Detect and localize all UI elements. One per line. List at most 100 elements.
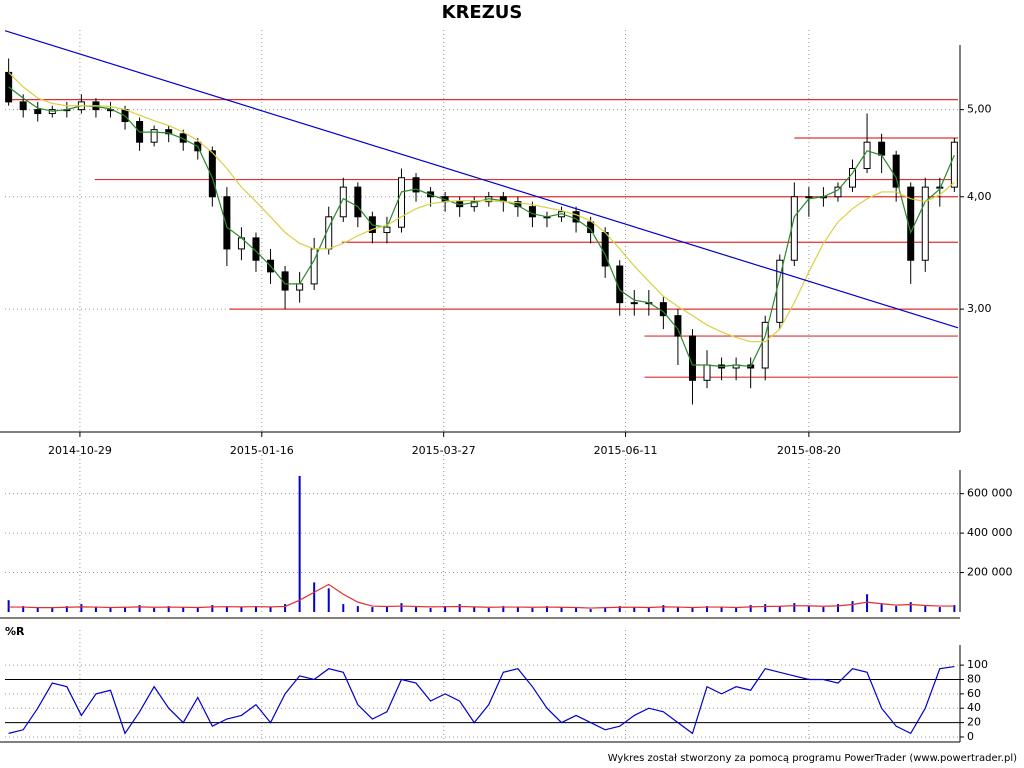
candle-body	[790, 196, 798, 261]
volume-bar	[953, 605, 956, 612]
volume-bar	[895, 606, 898, 612]
volume-bar	[444, 606, 447, 612]
volume-bar	[298, 475, 301, 612]
volume-bar	[633, 607, 636, 612]
volume-bar	[575, 608, 578, 612]
volume-bar	[793, 603, 796, 612]
volume-bar	[735, 608, 738, 612]
candle-body	[354, 186, 362, 218]
y-tick-label: 3,00	[967, 302, 992, 315]
candle-body	[19, 101, 27, 111]
volume-bar	[22, 606, 25, 612]
volume-bar	[618, 606, 621, 612]
volume-bar	[182, 607, 185, 612]
candle-body	[397, 177, 405, 228]
volume-bar	[400, 603, 403, 612]
candle-body	[921, 186, 929, 261]
volume-bar	[254, 606, 257, 612]
candle-body	[383, 226, 391, 234]
footer: Wykres został stworzony za pomocą progra…	[608, 753, 1017, 764]
volume-bar	[313, 582, 316, 612]
candle-body	[34, 109, 42, 115]
y-tick-label: 100	[967, 658, 988, 671]
volume-average	[8, 583, 955, 609]
volume-bar	[80, 604, 83, 612]
candle-body	[572, 211, 580, 223]
candle-body	[470, 201, 478, 208]
volume-bar	[545, 606, 548, 612]
volume-bar	[196, 608, 199, 612]
volume-bar	[65, 606, 68, 612]
volume-bar	[516, 607, 519, 612]
volume-bar	[385, 606, 388, 612]
y-tick-label: 4,00	[967, 190, 992, 203]
y-tick-label: 80	[967, 672, 981, 685]
candle-body	[412, 177, 420, 193]
y-tick-label: 0	[967, 730, 974, 743]
volume-bar	[36, 607, 39, 612]
volume-bar	[866, 594, 869, 612]
volume-bar	[589, 609, 592, 612]
candle-body	[630, 302, 638, 305]
candle-body	[834, 186, 842, 198]
x-tick-label: 2015-06-11	[594, 444, 658, 457]
williams-r-line	[8, 665, 955, 735]
volume-bar	[94, 607, 97, 612]
panel-title: %R	[5, 625, 25, 638]
candle-body	[878, 141, 886, 156]
y-tick-label: 400 000	[967, 526, 1013, 539]
candle-body	[528, 206, 536, 218]
x-tick-label: 2015-08-20	[777, 444, 841, 457]
volume-bar	[371, 607, 374, 612]
candle-body	[223, 196, 231, 250]
volume-bar	[138, 605, 141, 612]
volume-bar	[225, 606, 228, 612]
volume-bar	[851, 601, 854, 612]
candle-body	[165, 129, 173, 135]
volume-bar	[269, 607, 272, 612]
candle-body	[805, 196, 813, 199]
moving-average	[8, 86, 955, 368]
volume-bar	[356, 606, 359, 612]
candle-body	[892, 154, 900, 188]
chart-title: KREZUS	[442, 2, 523, 23]
y-tick-label: 600 000	[967, 487, 1013, 500]
volume-bar	[807, 606, 810, 612]
moving-average	[8, 71, 955, 343]
volume-bar	[749, 605, 752, 612]
volume-bar	[167, 606, 170, 612]
volume-bar	[880, 604, 883, 612]
volume-bar	[938, 607, 941, 612]
volume-bar	[909, 602, 912, 612]
x-tick-label: 2014-10-29	[48, 444, 112, 457]
volume-bar	[706, 606, 709, 612]
volume-bar	[211, 605, 214, 612]
candle-body	[703, 364, 711, 381]
volume-bar	[502, 606, 505, 612]
volume-bar	[124, 607, 127, 612]
volume-bar	[153, 608, 156, 612]
candle-body	[863, 141, 871, 170]
y-tick-label: 20	[967, 716, 981, 729]
candle-body	[761, 321, 769, 369]
volume-bar	[51, 608, 54, 612]
x-tick-label: 2015-03-27	[412, 444, 476, 457]
volume-bar	[647, 608, 650, 612]
volume-bar	[284, 604, 287, 612]
candle-body	[688, 335, 696, 381]
volume-bar	[720, 607, 723, 612]
y-tick-label: 200 000	[967, 566, 1013, 579]
volume-bar	[836, 604, 839, 612]
volume-bar	[676, 607, 679, 612]
volume-bar	[415, 607, 418, 612]
volume-bar	[560, 607, 563, 612]
candle-body	[296, 283, 304, 291]
volume-bar	[531, 608, 534, 612]
volume-bar	[487, 608, 490, 612]
candle-body	[907, 186, 915, 261]
volume-bar	[764, 604, 767, 612]
volume-bar	[822, 607, 825, 612]
volume-bar	[458, 604, 461, 612]
candle-body	[208, 150, 216, 198]
